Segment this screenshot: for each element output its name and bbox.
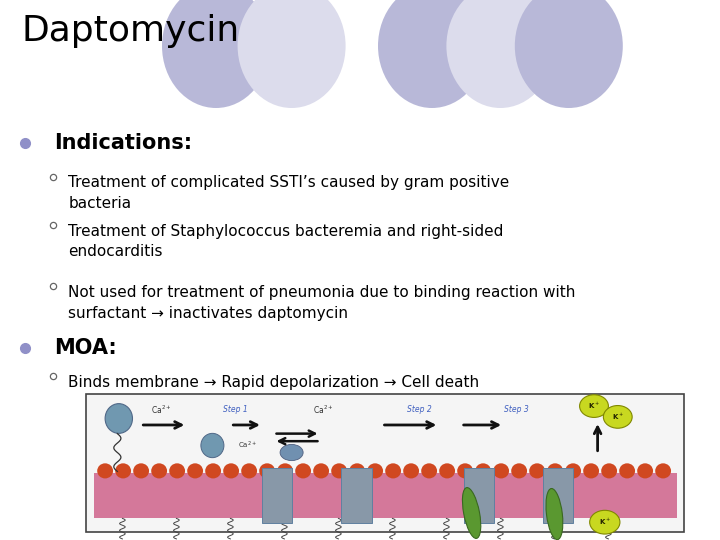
Ellipse shape: [446, 0, 554, 108]
Ellipse shape: [367, 463, 383, 478]
Ellipse shape: [169, 463, 185, 478]
FancyBboxPatch shape: [341, 468, 372, 523]
Ellipse shape: [462, 488, 481, 538]
Ellipse shape: [529, 463, 545, 478]
Ellipse shape: [205, 463, 221, 478]
Ellipse shape: [331, 463, 347, 478]
Text: Binds membrane → Rapid depolarization → Cell death: Binds membrane → Rapid depolarization → …: [68, 375, 480, 390]
Ellipse shape: [583, 463, 599, 478]
Ellipse shape: [187, 463, 203, 478]
Ellipse shape: [162, 0, 270, 108]
Ellipse shape: [493, 463, 509, 478]
Ellipse shape: [295, 463, 311, 478]
Ellipse shape: [580, 395, 608, 417]
FancyBboxPatch shape: [262, 468, 292, 523]
FancyBboxPatch shape: [86, 394, 684, 532]
Ellipse shape: [421, 463, 437, 478]
FancyBboxPatch shape: [464, 468, 494, 523]
Ellipse shape: [115, 463, 131, 478]
Text: K$^+$: K$^+$: [588, 401, 600, 411]
Ellipse shape: [133, 463, 149, 478]
Ellipse shape: [313, 463, 329, 478]
Ellipse shape: [223, 463, 239, 478]
Ellipse shape: [457, 463, 473, 478]
FancyBboxPatch shape: [94, 472, 677, 518]
Ellipse shape: [201, 433, 224, 458]
FancyBboxPatch shape: [543, 468, 573, 523]
Ellipse shape: [378, 0, 486, 108]
Text: Step 3: Step 3: [504, 405, 528, 414]
Ellipse shape: [151, 463, 167, 478]
Ellipse shape: [637, 463, 653, 478]
Ellipse shape: [259, 463, 275, 478]
Ellipse shape: [511, 463, 527, 478]
Ellipse shape: [238, 0, 346, 108]
Ellipse shape: [603, 406, 632, 428]
Text: Indications:: Indications:: [54, 133, 192, 153]
Ellipse shape: [97, 463, 113, 478]
Text: Not used for treatment of pneumonia due to binding reaction with
surfactant → in: Not used for treatment of pneumonia due …: [68, 285, 576, 321]
Ellipse shape: [475, 463, 491, 478]
Text: K$^+$: K$^+$: [599, 517, 611, 528]
Text: Treatment of complicated SSTI’s caused by gram positive
bacteria: Treatment of complicated SSTI’s caused b…: [68, 176, 510, 211]
Ellipse shape: [515, 0, 623, 108]
Ellipse shape: [349, 463, 365, 478]
Ellipse shape: [546, 489, 563, 539]
Ellipse shape: [655, 463, 671, 478]
Text: Ca$^{2+}$: Ca$^{2+}$: [313, 403, 333, 415]
Text: Ca$^{2+}$: Ca$^{2+}$: [151, 403, 171, 415]
Ellipse shape: [619, 463, 635, 478]
Text: Treatment of Staphylococcus bacteremia and right-sided
endocarditis: Treatment of Staphylococcus bacteremia a…: [68, 224, 504, 260]
Text: Step 2: Step 2: [407, 405, 431, 414]
Ellipse shape: [439, 463, 455, 478]
Text: Daptomycin: Daptomycin: [22, 14, 240, 48]
Ellipse shape: [547, 463, 563, 478]
Text: Step 1: Step 1: [223, 405, 248, 414]
Ellipse shape: [590, 510, 620, 534]
Ellipse shape: [277, 463, 293, 478]
Ellipse shape: [565, 463, 581, 478]
Ellipse shape: [601, 463, 617, 478]
Ellipse shape: [385, 463, 401, 478]
Text: MOA:: MOA:: [54, 338, 117, 359]
Ellipse shape: [105, 403, 132, 433]
Text: K$^+$: K$^+$: [612, 411, 624, 422]
Ellipse shape: [403, 463, 419, 478]
Ellipse shape: [280, 444, 303, 461]
Ellipse shape: [241, 463, 257, 478]
Text: Ca$^{2+}$: Ca$^{2+}$: [238, 440, 256, 451]
